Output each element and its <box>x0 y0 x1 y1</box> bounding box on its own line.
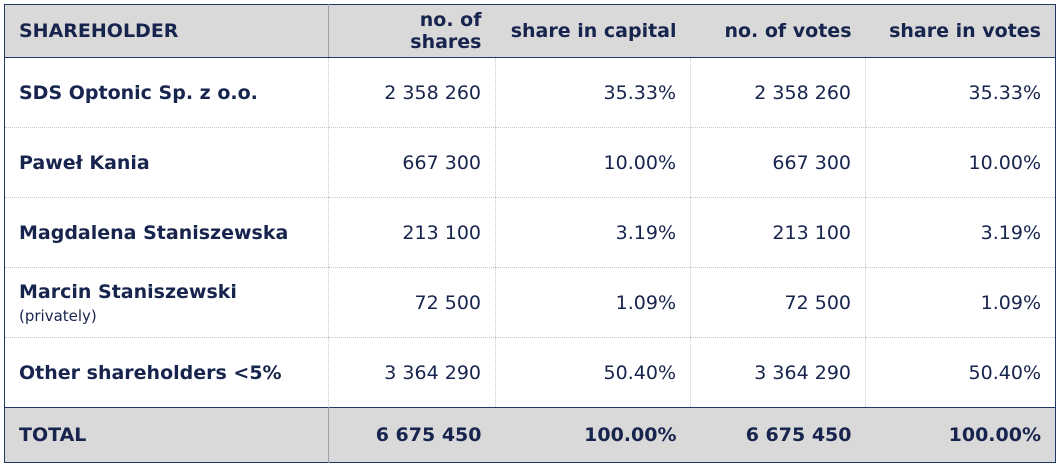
value-cell: 10.00% <box>865 127 1056 198</box>
value-cell: 2 358 260 <box>690 57 866 128</box>
shareholder-name: Other shareholders <5% <box>19 361 282 384</box>
shareholder-table: SHAREHOLDER no. of shares share in capital… <box>4 4 1056 463</box>
data-row: SDS Optonic Sp. z o.o. 2 358 260 35.33% 2 3… <box>4 57 1056 128</box>
value-cell: 2 358 260 <box>328 57 496 128</box>
data-row: Other shareholders <5% 3 364 290 50.40% 3 3… <box>4 337 1056 408</box>
value-cell: 3.19% <box>865 197 1056 268</box>
value-cell: 667 300 <box>690 127 866 198</box>
shareholder-cell: Marcin Staniszewski (privately) <box>4 267 329 338</box>
shareholder-name: Paweł Kania <box>19 151 150 174</box>
header-cell: no. of shares <box>328 4 496 58</box>
total-row: TOTAL 6 675 450 100.00% 6 675 450 100.00% <box>4 407 1056 463</box>
value-cell: 3 364 290 <box>328 337 496 408</box>
data-row: Paweł Kania 667 300 10.00% 667 300 10.00% <box>4 127 1056 198</box>
total-label: TOTAL <box>4 407 329 463</box>
shareholder-cell: Paweł Kania <box>4 127 329 198</box>
total-cell: 100.00% <box>865 407 1056 463</box>
value-cell: 35.33% <box>495 57 691 128</box>
value-cell: 35.33% <box>865 57 1056 128</box>
value-cell: 50.40% <box>865 337 1056 408</box>
shareholder-cell: SDS Optonic Sp. z o.o. <box>4 57 329 128</box>
shareholder-name: Magdalena Staniszewska <box>19 221 289 244</box>
data-row: Magdalena Staniszewska 213 100 3.19% 213 10… <box>4 197 1056 268</box>
value-cell: 213 100 <box>690 197 866 268</box>
shareholder-name: Marcin Staniszewski <box>19 280 237 303</box>
value-cell: 1.09% <box>865 267 1056 338</box>
header-cell: no. of votes <box>690 4 866 58</box>
total-cell: 6 675 450 <box>690 407 866 463</box>
shareholder-note: (privately) <box>19 306 97 325</box>
value-cell: 213 100 <box>328 197 496 268</box>
shareholder-cell: Other shareholders <5% <box>4 337 329 408</box>
value-cell: 667 300 <box>328 127 496 198</box>
total-cell: 100.00% <box>495 407 691 463</box>
value-cell: 3.19% <box>495 197 691 268</box>
header-row: SHAREHOLDER no. of shares share in capital… <box>4 4 1056 58</box>
value-cell: 50.40% <box>495 337 691 408</box>
total-cell: 6 675 450 <box>328 407 496 463</box>
value-cell: 72 500 <box>328 267 496 338</box>
value-cell: 72 500 <box>690 267 866 338</box>
value-cell: 10.00% <box>495 127 691 198</box>
shareholder-name: SDS Optonic Sp. z o.o. <box>19 81 258 104</box>
header-cell: SHAREHOLDER <box>4 4 329 58</box>
table-body: SDS Optonic Sp. z o.o. 2 358 260 35.33% 2 3… <box>4 57 1056 463</box>
value-cell: 3 364 290 <box>690 337 866 408</box>
value-cell: 1.09% <box>495 267 691 338</box>
data-row: Marcin Staniszewski (privately) 72 500 1.09… <box>4 267 1056 338</box>
shareholder-cell: Magdalena Staniszewska <box>4 197 329 268</box>
header-cell: share in capital <box>495 4 691 58</box>
header-cell: share in votes <box>865 4 1056 58</box>
